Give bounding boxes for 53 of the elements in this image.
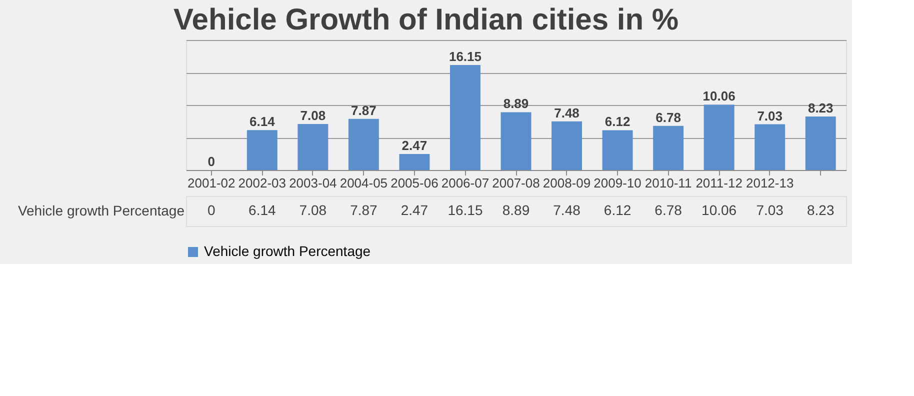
bar — [348, 118, 379, 170]
text: 16.15 — [448, 202, 483, 218]
text: 6.78 — [654, 202, 682, 218]
x-tick-label: 2009-10 — [594, 176, 642, 190]
data-label: 7.03 — [757, 108, 782, 124]
bar — [754, 124, 786, 170]
bar — [805, 116, 836, 170]
x-tick-label: 2002-03 — [238, 176, 286, 190]
x-tick-label: 2001-02 — [188, 176, 236, 190]
text: 8.89 — [502, 202, 530, 218]
data-label: 6.12 — [604, 114, 630, 130]
data-label: 16.15 — [448, 49, 482, 64]
text: 2.47 — [400, 202, 428, 218]
x-tick-label: 2004-05 — [340, 176, 388, 190]
text: 7.03 — [756, 202, 784, 218]
data-label: 7.48 — [554, 105, 580, 120]
text: 10.06 — [702, 202, 737, 218]
bar — [500, 112, 532, 170]
x-tick-label: 2011-12 — [696, 176, 742, 190]
legend-label: Vehicle growth Percentage — [204, 243, 371, 259]
text: 6.12 — [604, 202, 632, 218]
data-label: 7.87 — [351, 102, 376, 118]
x-tick-label: 2007-08 — [492, 176, 540, 190]
text: 6.14 — [248, 202, 276, 218]
data-label: 6.78 — [656, 110, 681, 125]
bar — [298, 124, 328, 170]
text: 7.48 — [553, 202, 581, 218]
x-tick-label: 2008-09 — [542, 176, 591, 190]
bar — [602, 130, 633, 170]
bar — [246, 130, 278, 170]
text: 7.87 — [350, 202, 378, 218]
data-label: 2.47 — [402, 138, 428, 153]
x-tick-label: 2006-07 — [441, 176, 490, 190]
data-label: 8.23 — [808, 100, 834, 116]
bar — [653, 126, 684, 170]
bar — [552, 121, 582, 170]
data-label: 7.08 — [300, 108, 326, 123]
x-tick-label: 2010-11 — [644, 176, 692, 190]
text: 7.08 — [299, 202, 327, 218]
text: 0 — [207, 202, 216, 218]
bar — [399, 154, 430, 170]
text: Vehicle growth Percentage — [18, 202, 184, 218]
bar — [450, 65, 480, 170]
chart-title: Vehicle Growth of Indian cities in % — [173, 4, 679, 36]
x-tick-label: 2005-06 — [390, 176, 438, 190]
data-label: 0 — [208, 154, 215, 169]
bar — [704, 104, 734, 170]
text: 8.23 — [806, 202, 834, 218]
data-label: 6.14 — [250, 114, 276, 130]
x-tick-label: 2003-04 — [289, 176, 337, 190]
x-tick-label: 2012-13 — [746, 176, 794, 190]
data-label: 10.06 — [702, 88, 736, 104]
data-label: 8.89 — [503, 96, 529, 112]
